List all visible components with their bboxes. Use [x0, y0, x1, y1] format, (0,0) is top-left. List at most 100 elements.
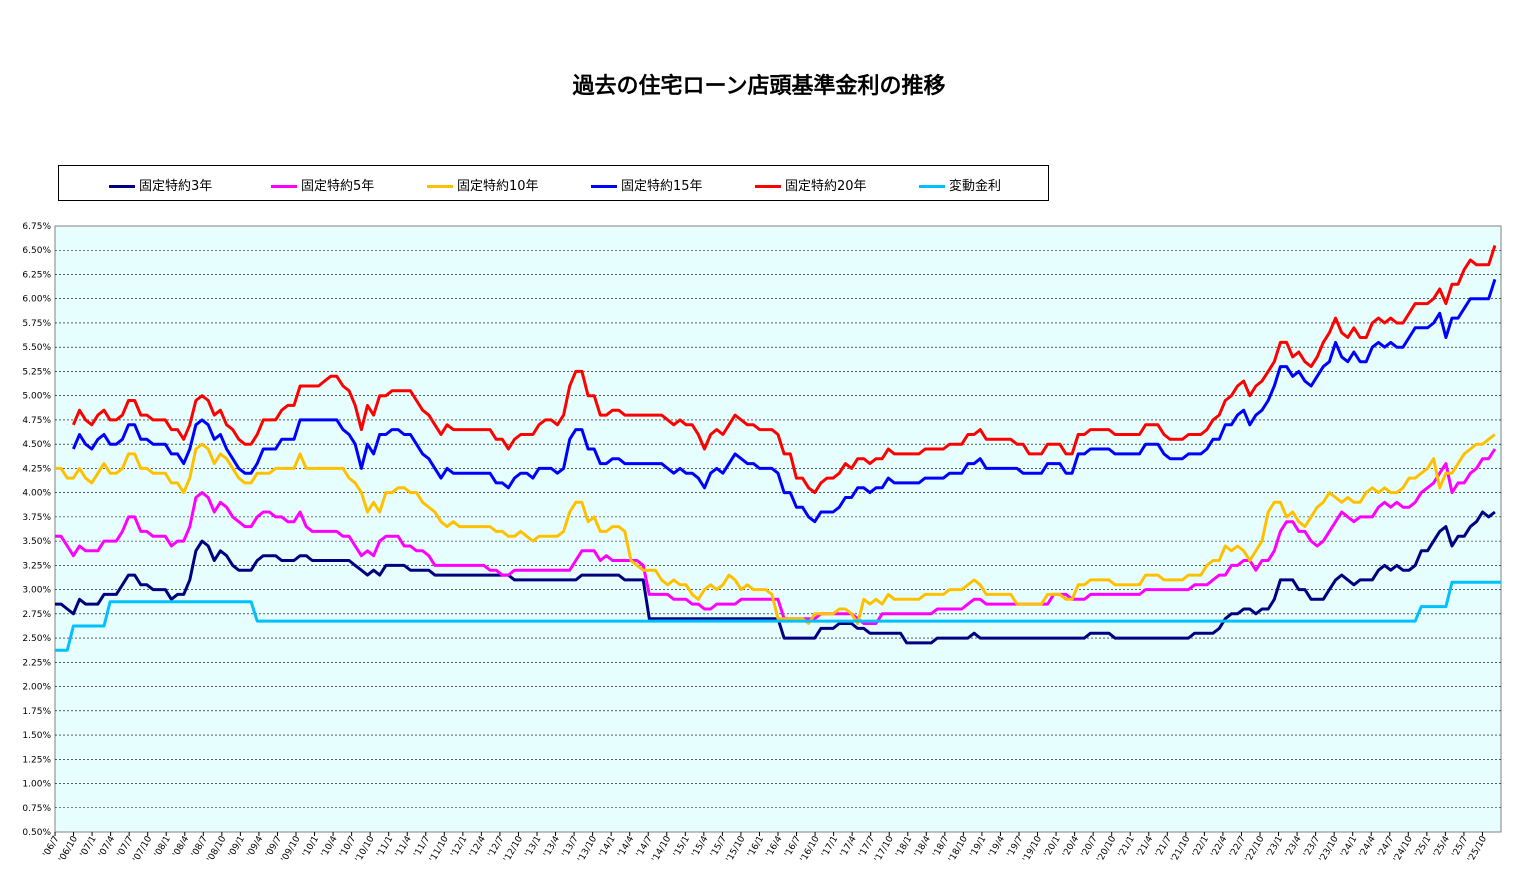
y-tick-label: 1.50% [22, 731, 51, 741]
x-tick-label: '11/10 [428, 834, 451, 864]
legend-item: 固定特約10年 [427, 175, 539, 194]
x-tick-label: '18/10 [947, 834, 970, 864]
x-tick-label: '23/4 [1284, 834, 1304, 859]
legend-label: 固定特約15年 [621, 179, 703, 194]
legend-swatch [427, 185, 453, 188]
x-tick-label: '16/10 [799, 834, 822, 864]
x-tick-label: '15/4 [690, 834, 710, 859]
legend-swatch [271, 185, 297, 188]
x-tick-label: '13/4 [542, 834, 562, 859]
x-tick-label: '08/4 [171, 834, 191, 859]
y-tick-label: 3.75% [22, 513, 51, 523]
y-tick-label: 1.75% [22, 707, 51, 717]
x-tick-label: '16/1 [746, 835, 766, 860]
series-line-3 [55, 433, 1496, 625]
x-tick-label: '19/1 [969, 835, 989, 860]
y-tick-label: 6.50% [22, 246, 51, 256]
x-tick-label: '09/1 [227, 835, 247, 860]
y-tick-label: 2.50% [22, 634, 51, 644]
x-tick-label: '22/1 [1191, 835, 1211, 860]
x-tick-label: '08/1 [153, 835, 173, 860]
legend-label: 固定特約10年 [457, 179, 539, 194]
series-line-1 [55, 510, 1496, 645]
x-tick-label: '21/4 [1135, 834, 1155, 859]
x-tick-label: '11/4 [394, 834, 414, 859]
x-tick-label: '24/10 [1392, 834, 1415, 864]
y-tick-label: 5.25% [22, 367, 51, 377]
x-tick-label: '18/4 [913, 834, 933, 859]
y-tick-label: 0.75% [22, 804, 51, 814]
y-tick-label: 6.25% [22, 270, 51, 280]
legend: 固定特約3年 固定特約5年 固定特約10年 固定特約15年 固定特約20年 変動金利 [58, 165, 1049, 201]
x-tick-label: '22/4 [1210, 834, 1230, 859]
x-tick-label: '14/4 [616, 834, 636, 859]
y-tick-label: 1.25% [22, 755, 51, 765]
x-tick-label: '12/10 [502, 834, 525, 864]
x-tick-label: '21/1 [1117, 835, 1137, 860]
x-tick-label: '24/1 [1339, 835, 1359, 860]
x-tick-label: '15/1 [672, 835, 692, 860]
series-line-2 [55, 448, 1497, 625]
legend-item: 固定特約5年 [271, 175, 375, 194]
legend-label: 変動金利 [949, 179, 1002, 194]
y-tick-label: 4.00% [22, 489, 51, 499]
x-tick-label: '13/1 [524, 835, 544, 860]
chart-title: 過去の住宅ローン店頭基準金利の推移 [572, 74, 946, 99]
x-tick-label: '25/10 [1466, 834, 1489, 864]
legend-label: 固定特約3年 [139, 179, 213, 194]
legend-item: 固定特約15年 [591, 175, 703, 194]
x-tick-label: '21/10 [1170, 834, 1193, 864]
legend-item: 変動金利 [919, 175, 1002, 194]
x-tick-label: '25/1 [1413, 835, 1433, 860]
series-line-4 [72, 278, 1497, 524]
x-tick-label: '07/1 [79, 835, 99, 860]
y-tick-label: 3.50% [22, 537, 51, 547]
y-tick-label: 2.75% [22, 610, 51, 620]
y-tick-label: 4.75% [22, 416, 51, 426]
x-tick-label: '17/4 [839, 834, 859, 859]
x-tick-label: '07/10 [131, 834, 154, 864]
y-tick-label: 6.00% [22, 295, 51, 305]
y-tick-label: 6.75% [22, 222, 51, 232]
legend-label: 固定特約20年 [785, 179, 867, 194]
y-tick-label: 3.25% [22, 561, 51, 571]
x-tick-label: '17/10 [873, 834, 896, 864]
x-tick-label: '12/1 [449, 835, 469, 860]
x-tick-label: '09/4 [246, 834, 266, 859]
plot-area [54, 225, 1502, 833]
x-tick-label: '12/4 [468, 834, 488, 859]
x-tick-label: '20/4 [1061, 834, 1081, 859]
y-tick-label: 3.00% [22, 586, 51, 596]
legend-item: 固定特約20年 [755, 175, 867, 194]
x-tick-label: '06/10 [57, 834, 80, 864]
x-tick-label: '18/1 [894, 835, 914, 860]
series-line-6 [55, 580, 1501, 652]
x-tick-label: '14/10 [650, 834, 673, 864]
x-tick-label: '10/10 [354, 834, 377, 864]
legend-item: 固定特約3年 [109, 175, 213, 194]
legend-label: 固定特約5年 [301, 179, 375, 194]
x-tick-label: '09/10 [280, 834, 303, 864]
x-tick-label: '22/10 [1244, 834, 1267, 864]
y-tick-label: 4.25% [22, 464, 51, 474]
x-tick-label: '11/1 [375, 835, 395, 860]
y-tick-label: 5.00% [22, 392, 51, 402]
x-tick-label: '20/1 [1043, 835, 1063, 860]
legend-swatch [755, 185, 781, 188]
y-tick-label: 5.50% [22, 343, 51, 353]
x-tick-label: '14/1 [598, 835, 618, 860]
x-tick-label: '08/10 [206, 834, 229, 864]
y-tick-label: 2.25% [22, 658, 51, 668]
x-tick-label: '15/10 [725, 834, 748, 864]
y-tick-label: 0.50% [22, 828, 51, 838]
x-tick-label: '23/10 [1318, 834, 1341, 864]
y-tick-label: 1.00% [22, 780, 51, 790]
x-tick-label: '13/10 [576, 834, 599, 864]
y-tick-label: 4.50% [22, 440, 51, 450]
legend-swatch [919, 185, 945, 188]
x-tick-label: '10/4 [320, 834, 340, 859]
x-tick-label: '25/4 [1432, 834, 1452, 859]
x-tick-label: '19/10 [1021, 834, 1044, 864]
x-tick-label: '19/4 [987, 834, 1007, 859]
